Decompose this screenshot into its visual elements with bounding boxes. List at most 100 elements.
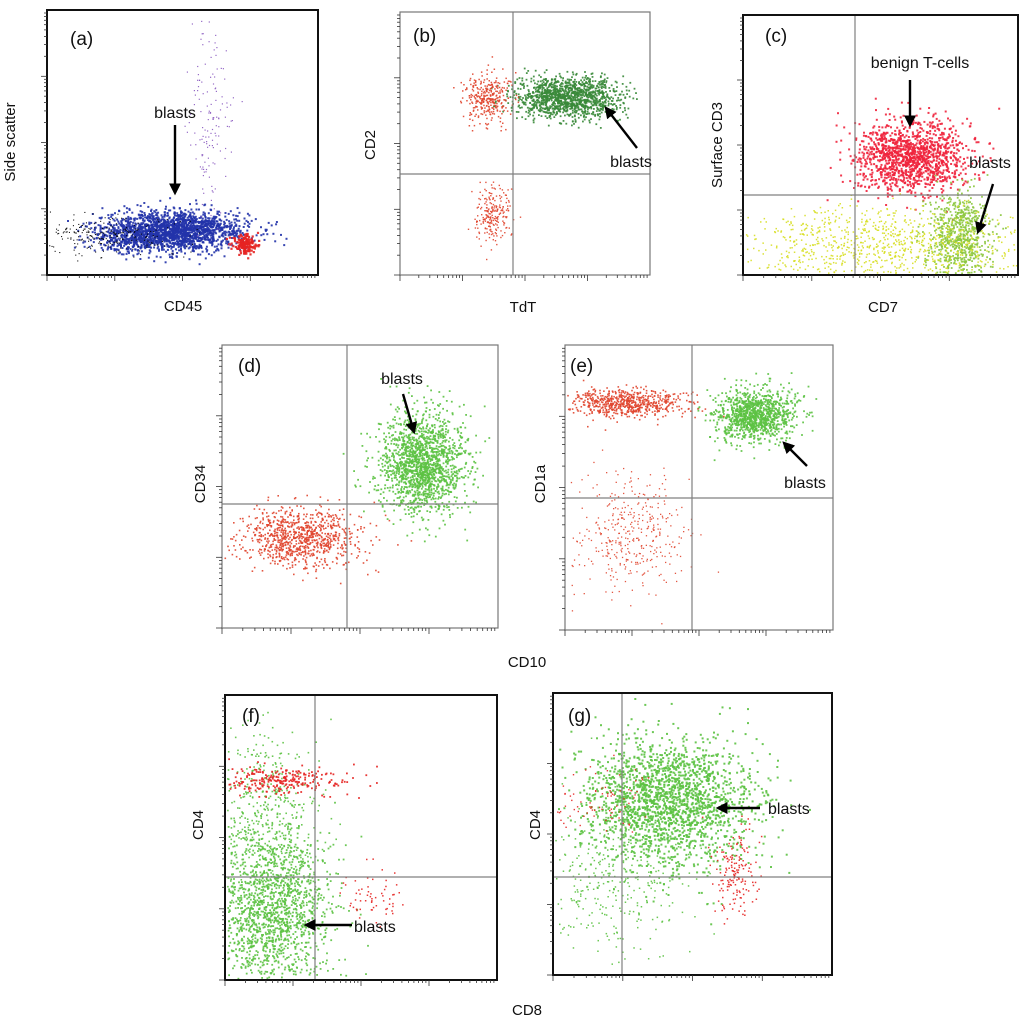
scatter-point <box>490 228 492 231</box>
scatter-point <box>244 242 247 245</box>
scatter-point <box>485 201 487 203</box>
scatter-point <box>480 106 482 108</box>
scatter-point <box>219 229 222 232</box>
scatter-point <box>522 97 524 99</box>
scatter-point <box>204 129 206 131</box>
scatter-point <box>923 163 925 166</box>
scatter-point <box>157 219 160 222</box>
scatter-point <box>484 220 487 222</box>
scatter-point <box>536 86 539 88</box>
scatter-point <box>175 237 178 240</box>
scatter-point <box>190 231 193 234</box>
scatter-point <box>200 216 202 218</box>
scatter-point <box>195 245 197 248</box>
scatter-point <box>496 235 498 237</box>
scatter-point <box>503 81 506 83</box>
scatter-point <box>193 237 196 240</box>
scatter-point <box>591 80 594 83</box>
scatter-point <box>891 161 893 164</box>
scatter-point <box>557 101 560 103</box>
scatter-point <box>503 224 505 226</box>
scatter-point <box>184 243 187 246</box>
scatter-point <box>595 123 598 126</box>
scatter-point <box>118 233 120 235</box>
scatter-point <box>147 224 149 226</box>
scatter-point <box>158 235 161 238</box>
scatter-point <box>173 207 176 210</box>
scatter-point <box>220 247 223 250</box>
scatter-point <box>77 243 79 245</box>
scatter-point <box>571 92 573 94</box>
scatter-point <box>148 252 151 255</box>
scatter-point <box>236 207 239 210</box>
scatter-point <box>491 214 493 217</box>
scatter-point <box>574 92 577 95</box>
scatter-point <box>201 231 204 234</box>
scatter-point <box>215 34 217 36</box>
scatter-point <box>534 94 536 97</box>
scatter-point <box>506 226 508 229</box>
scatter-point <box>569 100 572 103</box>
scatter-point <box>478 203 480 205</box>
scatter-point <box>78 231 80 233</box>
scatter-point <box>200 38 202 40</box>
scatter-point <box>250 249 253 252</box>
scatter-point <box>541 79 544 82</box>
scatter-point <box>211 226 214 229</box>
scatter-point <box>584 71 586 73</box>
scatter-point <box>166 221 169 224</box>
scatter-point <box>191 221 193 224</box>
scatter-point <box>495 81 497 84</box>
scatter-point <box>124 236 127 239</box>
scatter-point <box>946 137 949 140</box>
scatter-point <box>478 96 481 99</box>
scatter-point <box>51 245 53 247</box>
scatter-point <box>139 234 142 237</box>
scatter-point <box>837 112 839 115</box>
scatter-point <box>495 85 497 88</box>
scatter-point <box>49 211 51 213</box>
scatter-point <box>78 253 80 255</box>
scatter-point <box>215 99 217 101</box>
scatter-point <box>568 91 571 94</box>
scatter-point <box>486 69 488 71</box>
scatter-point <box>213 251 216 254</box>
scatter-point <box>491 207 493 209</box>
scatter-point <box>571 120 574 123</box>
scatter-point <box>493 187 495 189</box>
scatter-point <box>258 244 261 247</box>
scatter-point <box>913 169 915 172</box>
scatter-point <box>164 225 167 227</box>
scatter-point <box>902 178 905 181</box>
scatter-point <box>155 212 158 215</box>
scatter-point <box>225 147 227 150</box>
scatter-point <box>107 214 110 217</box>
scatter-point <box>156 220 159 223</box>
scatter-point <box>541 90 544 93</box>
scatter-point <box>936 127 939 130</box>
scatter-point <box>551 83 554 86</box>
scatter-point <box>494 101 497 104</box>
scatter-point <box>87 231 89 233</box>
scatter-point <box>175 255 178 258</box>
scatter-point <box>78 236 80 238</box>
scatter-point <box>491 112 494 115</box>
scatter-point <box>133 217 136 220</box>
scatter-point <box>90 227 93 230</box>
scatter-point <box>484 85 486 87</box>
scatter-point <box>928 121 931 124</box>
scatter-point <box>137 252 140 255</box>
scatter-point <box>917 131 920 134</box>
scatter-point <box>197 237 200 240</box>
scatter-point <box>519 88 522 90</box>
scatter-point <box>487 123 490 125</box>
scatter-point <box>543 107 545 110</box>
scatter-point <box>189 113 192 115</box>
scatter-point <box>453 87 455 89</box>
scatter-point <box>164 245 166 247</box>
scatter-point <box>196 225 199 228</box>
scatter-point <box>552 107 555 110</box>
scatter-point <box>954 139 957 142</box>
scatter-point <box>119 251 121 254</box>
scatter-point <box>116 223 118 225</box>
